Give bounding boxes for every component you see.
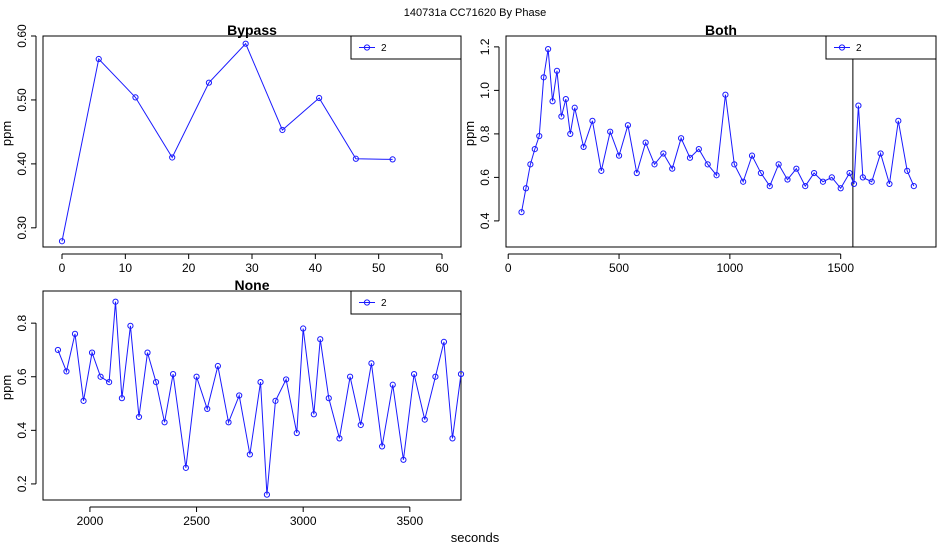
x-tick-label: 3500 (396, 514, 423, 528)
legend-entry: 2 (381, 43, 387, 54)
legend-entry: 2 (856, 43, 862, 54)
x-tick-label: 1500 (827, 261, 854, 275)
x-tick-label: 2500 (183, 514, 210, 528)
data-point (911, 183, 916, 188)
panel-frame (43, 291, 461, 500)
series-line (58, 302, 461, 495)
x-tick-label: 500 (609, 261, 629, 275)
y-tick-label: 0.4 (15, 422, 29, 439)
series-line (522, 49, 914, 212)
x-tick-label: 30 (245, 261, 259, 275)
y-axis-label: ppm (0, 121, 14, 146)
panel-frame (43, 36, 461, 247)
y-tick-label: 0.30 (15, 216, 29, 240)
x-tick-label: 20 (182, 261, 196, 275)
y-tick-label: 0.2 (15, 475, 29, 492)
figure-x-axis-label: seconds (451, 530, 500, 545)
x-tick-label: 0 (505, 261, 512, 275)
y-axis-label: ppm (0, 375, 14, 400)
panel-frame (506, 36, 936, 247)
y-tick-label: 0.40 (15, 152, 29, 176)
y-tick-label: 0.60 (15, 24, 29, 48)
x-tick-label: 1000 (717, 261, 744, 275)
y-tick-label: 0.8 (478, 125, 492, 142)
series-line (62, 44, 393, 242)
y-tick-label: 1.0 (478, 82, 492, 99)
x-tick-label: 60 (435, 261, 449, 275)
panel-bypass: 0 10 20 30 40 50 60 0.30 0.40 0.50 0.60 ppm Bypass 2 (0, 22, 461, 275)
legend-entry: 2 (381, 298, 387, 309)
y-tick-label: 0.50 (15, 88, 29, 112)
y-tick-label: 0.6 (478, 169, 492, 186)
x-tick-label: 50 (372, 261, 386, 275)
panel-title: Both (705, 22, 737, 38)
x-tick-label: 3000 (290, 514, 317, 528)
x-tick-label: 0 (59, 261, 66, 275)
figure-supertitle: 140731a CC71620 By Phase (404, 7, 547, 19)
chart-panels: 0 10 20 30 40 50 600.300.400.500.60ppmBypass20… (0, 22, 936, 528)
x-tick-label: 10 (119, 261, 133, 275)
y-axis-label: ppm (462, 121, 477, 146)
y-tick-label: 1.2 (478, 38, 492, 55)
panel-title: Bypass (227, 22, 277, 38)
y-tick-label: 0.8 (15, 314, 29, 331)
panel-title: None (235, 277, 270, 293)
panel-none: 2000 2500 3000 3500 0.2 0.4 0.6 0.8 ppm None 2 (0, 277, 464, 528)
panel-both: 0 500 1000 1500 0.4 0.6 0.8 1.0 1.2 ppm Both 2 (462, 22, 936, 275)
x-tick-label: 2000 (77, 514, 104, 528)
y-tick-label: 0.6 (15, 368, 29, 385)
y-tick-label: 0.4 (478, 212, 492, 229)
x-tick-label: 40 (309, 261, 323, 275)
